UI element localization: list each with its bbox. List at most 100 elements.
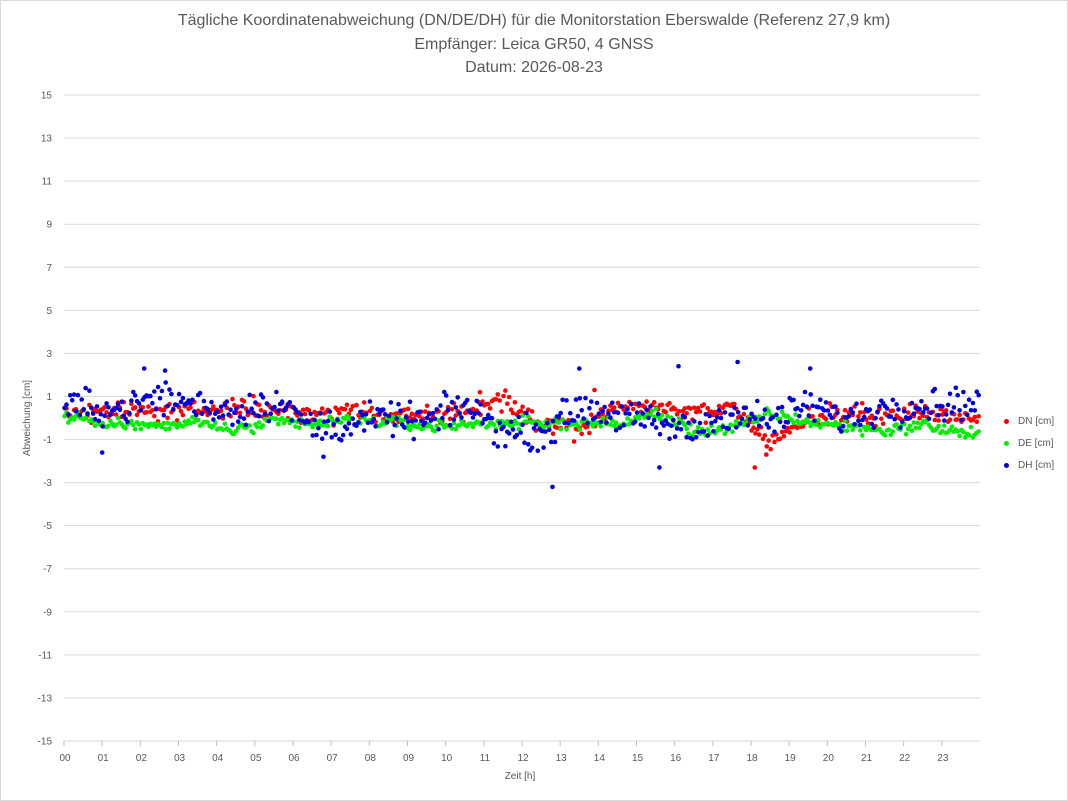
- point-de: [514, 421, 520, 426]
- point-dh: [94, 404, 100, 409]
- point-dh: [386, 413, 392, 419]
- x-tick-label: 12: [517, 753, 529, 764]
- point-dh: [606, 411, 611, 416]
- point-dh: [800, 402, 806, 408]
- x-tick-label: 03: [174, 753, 186, 764]
- point-dh: [260, 395, 266, 400]
- point-dn: [932, 417, 938, 423]
- point-de: [279, 416, 285, 421]
- point-dn: [150, 408, 155, 413]
- point-de: [251, 430, 256, 436]
- point-dh: [848, 406, 854, 412]
- point-de: [526, 414, 531, 419]
- point-dh: [66, 412, 71, 417]
- point-de: [318, 418, 323, 424]
- point-dh: [949, 410, 955, 415]
- point-dh: [739, 416, 745, 422]
- point-de: [388, 418, 394, 423]
- point-dh: [167, 387, 172, 392]
- point-dh: [692, 419, 697, 424]
- point-dh: [226, 412, 231, 417]
- point-dh: [850, 410, 855, 415]
- point-dh: [577, 396, 583, 401]
- point-dh: [795, 406, 800, 411]
- point-dh: [798, 408, 804, 413]
- point-dn: [921, 413, 926, 419]
- point-dh: [816, 404, 821, 410]
- point-dh: [470, 415, 476, 420]
- point-dh: [753, 416, 758, 422]
- point-dh: [150, 400, 155, 406]
- point-dh: [970, 400, 976, 406]
- point-dh: [961, 389, 966, 395]
- point-dh: [823, 400, 829, 405]
- point-dh: [921, 410, 926, 415]
- point-de: [903, 431, 909, 437]
- point-dh: [375, 406, 380, 412]
- point-dn: [251, 393, 256, 399]
- point-dh: [936, 412, 941, 418]
- point-dh: [547, 427, 552, 433]
- point-dh: [455, 395, 461, 400]
- point-dn: [319, 406, 325, 411]
- point-dh: [274, 389, 279, 395]
- point-dh: [734, 425, 739, 430]
- point-dh: [108, 412, 113, 418]
- point-de: [730, 429, 735, 435]
- point-dh: [234, 406, 239, 412]
- point-dh: [161, 412, 167, 418]
- point-dh: [835, 410, 840, 416]
- point-dh: [909, 400, 915, 406]
- point-dn: [424, 403, 430, 409]
- y-tick-label: 9: [46, 220, 52, 231]
- point-dh: [478, 402, 483, 407]
- point-dh: [840, 423, 846, 429]
- point-dn: [152, 413, 157, 419]
- point-dn: [703, 420, 709, 426]
- point-dh: [157, 396, 163, 401]
- point-dh: [568, 410, 573, 416]
- point-dn: [342, 407, 348, 412]
- point-de: [913, 425, 918, 431]
- point-de: [936, 423, 941, 429]
- point-de: [188, 420, 193, 426]
- point-dh: [396, 401, 401, 407]
- point-dh: [657, 465, 662, 470]
- point-dn: [976, 414, 981, 419]
- point-dh: [310, 433, 316, 438]
- point-dn: [810, 414, 815, 419]
- point-dh: [358, 409, 363, 415]
- point-dh: [98, 411, 104, 417]
- point-dn: [495, 392, 501, 397]
- point-dh: [529, 445, 535, 451]
- point-dh: [188, 401, 193, 406]
- point-dh: [776, 405, 781, 411]
- point-dn: [180, 412, 186, 418]
- point-dn: [165, 415, 170, 421]
- point-dn: [241, 399, 247, 404]
- point-dh: [774, 412, 779, 418]
- point-dh: [648, 404, 653, 409]
- point-de: [564, 427, 569, 432]
- point-dh: [205, 406, 210, 412]
- x-tick-label: 16: [670, 753, 682, 764]
- point-de: [860, 433, 865, 438]
- point-dn: [667, 400, 672, 406]
- point-dh: [747, 417, 752, 422]
- point-dh: [713, 418, 718, 424]
- x-tick-label: 20: [823, 753, 835, 764]
- point-dh: [653, 425, 659, 430]
- point-dh: [535, 448, 541, 454]
- point-dh: [491, 441, 497, 446]
- point-dn: [957, 412, 962, 418]
- point-dh: [564, 398, 569, 403]
- point-dh: [235, 419, 241, 424]
- point-dh: [613, 427, 619, 433]
- point-dh: [711, 429, 716, 434]
- point-de: [911, 420, 917, 425]
- point-dh: [807, 366, 813, 371]
- chart-subtitle-date: Datum: 2026-08-23: [465, 59, 603, 76]
- point-dn: [890, 408, 896, 414]
- legend-item-de: DE [cm]: [1004, 432, 1054, 454]
